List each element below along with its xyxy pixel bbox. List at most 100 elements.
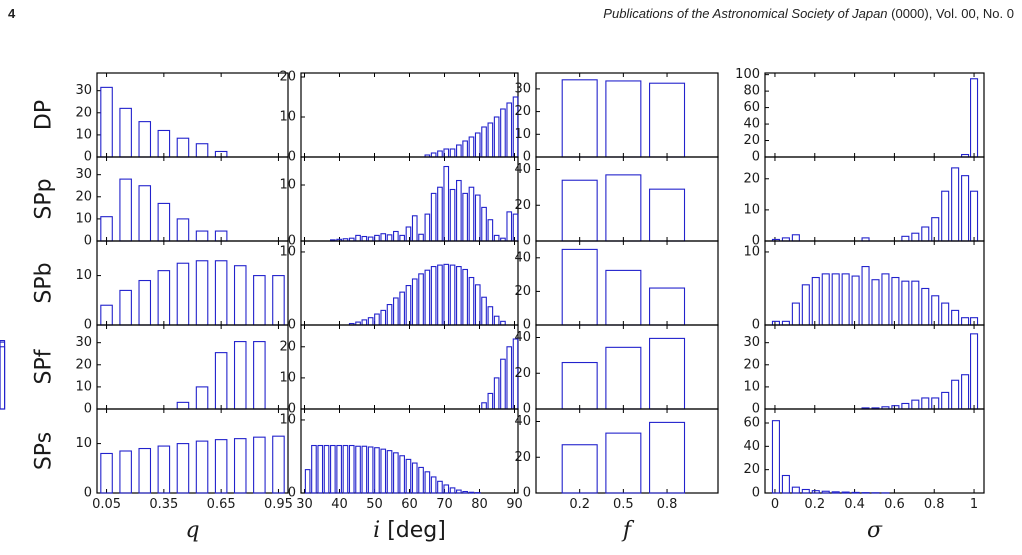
x-tick-label: 30 bbox=[296, 497, 313, 512]
histogram-bar bbox=[468, 186, 475, 242]
histogram-bar bbox=[561, 79, 598, 158]
histogram-bar bbox=[831, 273, 840, 326]
histogram-bar bbox=[481, 126, 487, 158]
histogram-bar bbox=[424, 213, 431, 242]
histogram-bar bbox=[456, 179, 462, 242]
panel-frame bbox=[96, 72, 289, 158]
histogram-bar bbox=[411, 215, 418, 242]
y-tick-label: 40 bbox=[743, 439, 760, 454]
histogram-bar bbox=[821, 273, 830, 326]
histogram-bar bbox=[851, 491, 860, 494]
x-axis-label-2: i [deg] bbox=[373, 518, 446, 543]
y-tick-label: 10 bbox=[75, 436, 92, 451]
x-tick-label: 0.2 bbox=[804, 497, 825, 512]
histogram-bar bbox=[399, 455, 405, 494]
y-tick-label: 20 bbox=[514, 450, 531, 465]
histogram-bar bbox=[443, 484, 450, 494]
histogram-bar bbox=[405, 285, 412, 326]
histogram-bar bbox=[437, 480, 443, 494]
x-tick-label: 1 bbox=[970, 497, 978, 512]
y-tick-label: 0 bbox=[752, 486, 760, 501]
histogram-bar bbox=[970, 78, 979, 158]
histogram-bar bbox=[253, 341, 266, 410]
x-tick-label: 0.8 bbox=[924, 497, 945, 512]
y-tick-label: 20 bbox=[514, 366, 531, 381]
y-tick-label: 20 bbox=[514, 198, 531, 213]
histogram-bar bbox=[941, 391, 950, 410]
x-tick-label: 50 bbox=[366, 497, 383, 512]
y-tick-label: 10 bbox=[75, 211, 92, 226]
x-tick-label: 0.5 bbox=[613, 497, 634, 512]
histogram-bar bbox=[176, 401, 190, 410]
histogram-bar bbox=[821, 490, 830, 494]
y-tick-label: 0 bbox=[523, 150, 531, 165]
histogram-bar bbox=[449, 148, 456, 158]
histogram-bar bbox=[841, 273, 850, 326]
histogram-bar bbox=[500, 108, 506, 158]
y-tick-label: 0 bbox=[523, 486, 531, 501]
y-tick-label: 20 bbox=[279, 70, 296, 85]
x-tick-label: 0.35 bbox=[149, 497, 178, 512]
y-tick-label: 60 bbox=[743, 416, 760, 431]
histogram-bar bbox=[233, 438, 247, 494]
panel-frame bbox=[535, 156, 719, 242]
histogram-bar bbox=[157, 270, 171, 326]
histogram-bar bbox=[781, 474, 790, 494]
histogram-bar bbox=[811, 490, 820, 494]
panel-frame bbox=[300, 72, 519, 158]
histogram-bar bbox=[831, 491, 840, 494]
histogram-bar bbox=[493, 116, 500, 158]
histogram-bar bbox=[430, 152, 437, 158]
histogram-bar bbox=[791, 486, 800, 494]
histogram-bar bbox=[931, 295, 940, 326]
histogram-bar bbox=[0, 341, 6, 410]
histogram-bar bbox=[380, 309, 387, 326]
histogram-bar bbox=[605, 269, 642, 326]
panel-frame bbox=[535, 408, 719, 494]
histogram-bar bbox=[481, 402, 487, 410]
panel-frame bbox=[535, 240, 719, 326]
histogram-bar bbox=[399, 234, 405, 242]
panel-frame bbox=[300, 408, 519, 494]
histogram-bar bbox=[195, 143, 209, 158]
y-tick-label: 10 bbox=[279, 370, 296, 385]
y-tick-label: 10 bbox=[279, 110, 296, 125]
row-label-dp: DP bbox=[32, 100, 57, 130]
x-tick-label: 0 bbox=[771, 497, 779, 512]
histogram-bar bbox=[605, 80, 642, 158]
histogram-bar bbox=[424, 471, 431, 494]
histogram-bar bbox=[411, 462, 418, 494]
panel-frame bbox=[764, 72, 985, 158]
histogram-bar bbox=[195, 230, 209, 242]
histogram-bar bbox=[157, 445, 171, 494]
y-tick-label: 0 bbox=[288, 150, 296, 165]
histogram-bar bbox=[437, 264, 443, 326]
y-tick-label: 20 bbox=[75, 357, 92, 372]
histogram-bar bbox=[851, 275, 860, 326]
histogram-bar bbox=[462, 490, 468, 494]
histogram-bar bbox=[561, 444, 598, 494]
panel-frame bbox=[96, 240, 289, 326]
y-tick-label: 20 bbox=[279, 339, 296, 354]
histogram-bar bbox=[253, 436, 266, 494]
x-tick-label: 0.05 bbox=[92, 497, 121, 512]
histogram-bar bbox=[119, 107, 132, 158]
histogram-bar bbox=[100, 86, 113, 158]
histogram-bar bbox=[462, 268, 468, 326]
histogram-bar bbox=[355, 445, 361, 494]
histogram-bar bbox=[649, 337, 686, 410]
histogram-bar bbox=[649, 287, 686, 326]
histogram-bar bbox=[901, 235, 910, 242]
x-tick-label: 40 bbox=[331, 497, 348, 512]
histogram-bar bbox=[481, 206, 487, 242]
x-tick-label: 0.2 bbox=[569, 497, 590, 512]
histogram-bar bbox=[649, 188, 686, 242]
histogram-bar bbox=[487, 392, 494, 410]
volume-info: (0000), Vol. 00, No. 0 bbox=[887, 6, 1014, 21]
x-tick-label: 90 bbox=[506, 497, 523, 512]
histogram-bar bbox=[951, 167, 960, 242]
y-tick-label: 40 bbox=[743, 117, 760, 132]
y-tick-label: 0 bbox=[523, 402, 531, 417]
histogram-bar bbox=[100, 452, 113, 494]
